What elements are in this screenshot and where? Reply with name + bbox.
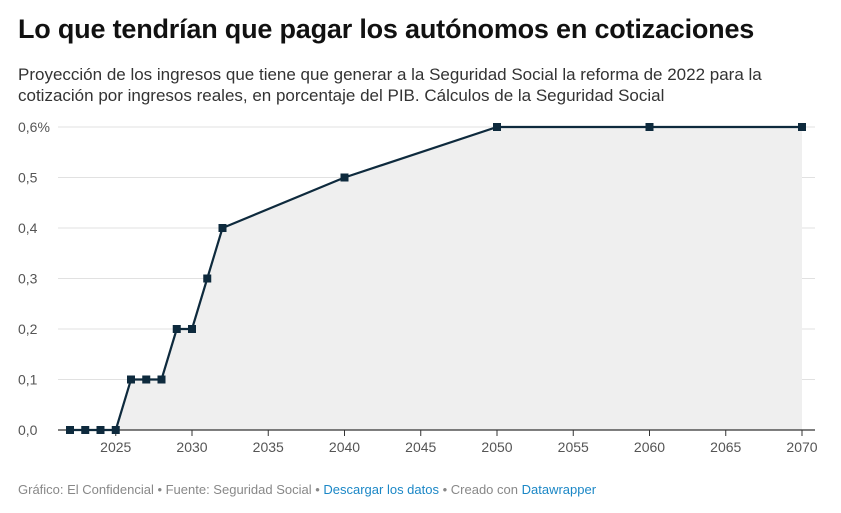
data-point — [81, 426, 90, 434]
data-point — [203, 274, 212, 283]
area-fill — [70, 127, 802, 430]
data-point — [798, 123, 806, 131]
data-point — [142, 375, 151, 384]
y-tick-label: 0,3 — [18, 271, 38, 287]
data-point — [66, 426, 74, 434]
y-tick-label: 0,6% — [18, 119, 50, 135]
footer-created-with: • Creado con — [439, 482, 522, 497]
data-point — [172, 325, 181, 333]
y-tick-label: 0,4 — [18, 220, 38, 236]
y-tick-label: 0,2 — [18, 321, 38, 337]
y-tick-label: 0,0 — [18, 422, 38, 438]
data-point — [96, 426, 105, 434]
x-tick-label: 2065 — [710, 439, 741, 455]
x-tick-label: 2025 — [100, 439, 131, 455]
x-tick-label: 2035 — [253, 439, 284, 455]
x-tick-label: 2060 — [634, 439, 665, 455]
chart-footer: Gráfico: El Confidencial • Fuente: Segur… — [18, 482, 596, 497]
data-point — [111, 426, 120, 434]
data-points — [66, 123, 806, 434]
data-point — [218, 224, 227, 232]
x-tick-label: 2055 — [558, 439, 589, 455]
x-tick-label: 2070 — [786, 439, 817, 455]
chart-title: Lo que tendrían que pagar los autónomos … — [18, 14, 755, 44]
y-tick-label: 0,5 — [18, 170, 38, 186]
series-area — [70, 127, 802, 430]
x-tick-label: 2040 — [329, 439, 360, 455]
download-data-link[interactable]: Descargar los datos — [323, 482, 439, 497]
data-point — [340, 173, 349, 182]
x-tick-label: 2050 — [481, 439, 512, 455]
footer-credits: Gráfico: El Confidencial • Fuente: Segur… — [18, 482, 324, 497]
data-point — [127, 375, 135, 384]
data-point — [188, 325, 196, 333]
data-point — [157, 375, 166, 384]
data-point — [493, 123, 501, 131]
y-tick-label: 0,1 — [18, 372, 38, 388]
datawrapper-link[interactable]: Datawrapper — [521, 482, 597, 497]
data-point — [645, 123, 654, 131]
x-axis — [58, 429, 815, 436]
tick-labels: 0,0 0,1 0,2 0,3 0,4 0,5 0,6% 2025 2030 2035 2040 20… — [18, 119, 818, 455]
x-tick-label: 2045 — [405, 439, 436, 455]
x-tick-label: 2030 — [176, 439, 207, 455]
chart-subtitle: Proyección de los ingresos que tiene que… — [18, 65, 762, 105]
